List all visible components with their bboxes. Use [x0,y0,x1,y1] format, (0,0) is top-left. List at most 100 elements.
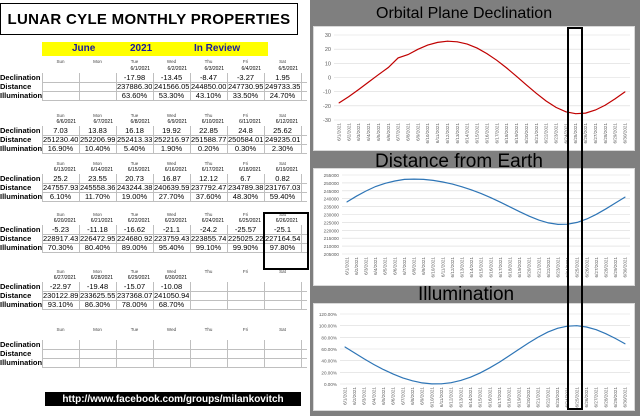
x-tick-label: 6/9/2021 [421,257,426,275]
day-name: Mon [93,212,102,217]
date-cell: 6/8/2021 [130,119,150,125]
grid-line [190,126,191,153]
data-point [575,113,577,115]
x-tick-label: 6/21/2021 [536,387,541,408]
x-tick-label: 6/12/2021 [445,123,450,144]
illumination-value: 24.70% [269,91,296,100]
data-point [499,361,500,363]
x-tick-label: 6/20/2021 [527,257,532,278]
grid-line [42,183,307,184]
data-point [378,74,379,76]
day-name: Tue [130,212,139,217]
data-point [508,355,510,357]
grid-line [42,300,307,301]
data-point [407,54,409,55]
x-tick-label: 6/29/2021 [613,123,618,144]
day-name: Wed [166,269,177,274]
declination-value: -17.98 [123,73,146,82]
illumination-value: 33.50% [232,91,259,100]
x-tick-label: 6/28/2021 [603,123,608,144]
data-point [557,223,559,225]
x-tick-label: 6/25/2021 [574,387,579,408]
day-name: Fri [242,113,249,118]
declination-value: 16.87 [162,174,181,183]
declination-value: 22.85 [199,126,218,135]
grid-line [42,309,307,310]
declination-value: 25.2 [53,174,68,183]
date-cell: 6/21/2021 [90,218,113,224]
date-cell: 6/4/2021 [241,66,261,72]
declination-chart-title: Orbital Plane Declination [376,5,553,22]
x-tick-label: 6/11/2021 [435,123,440,144]
illumination-value: 5.40% [123,144,146,153]
date-cell: 6/12/2021 [275,119,298,125]
y-tick-label: 0.00% [324,382,337,387]
x-tick-label: 6/29/2021 [613,257,618,278]
grid-line [42,153,307,154]
grid-line [301,126,302,153]
x-tick-label: 6/2/2021 [354,257,359,275]
illumination-value: 78.00% [121,300,148,309]
x-tick-label: 6/12/2021 [449,387,454,408]
day-name: Wed [166,113,177,118]
data-point [605,208,607,210]
x-tick-label: 6/22/2021 [544,123,549,144]
x-tick-label: 6/13/2021 [460,257,465,278]
grid-line [190,282,191,309]
data-point [346,201,348,203]
x-tick-label: 6/26/2021 [584,387,589,408]
date-cell: 6/17/2021 [201,167,224,173]
y-tick-label: 215000 [324,236,340,241]
grid-line [42,192,307,193]
illumination-value: 99.10% [195,243,222,252]
grid-line [42,91,307,92]
grid-line [301,73,302,100]
x-tick-label: 6/30/2021 [623,257,628,278]
x-tick-label: 6/3/2021 [362,387,367,405]
data-point [565,111,567,113]
distance-value: 252413.33 [117,135,152,144]
illumination-value: 1.90% [160,144,183,153]
x-tick-label: 6/19/2021 [517,257,522,278]
y-tick-label: 235000 [324,205,340,210]
series-line [338,40,626,115]
y-tick-label: 30 [325,33,331,39]
grid-line [116,126,117,153]
date-cell: 6/29/2021 [127,275,150,281]
x-tick-label: 6/9/2021 [415,123,420,141]
day-name: Sun [56,59,65,64]
date-cell: 6/18/2021 [238,167,261,173]
footer-link[interactable]: http://www.facebook.com/groups/milankovi… [45,392,301,406]
date-cell: 6/5/2021 [278,66,298,72]
x-tick-label: 6/15/2021 [478,387,483,408]
grid-line [190,174,191,201]
grid-line [227,282,228,309]
data-point [496,59,498,61]
grid-line [190,73,191,100]
x-tick-label: 6/18/2021 [507,387,512,408]
x-tick-label: 6/4/2021 [371,387,376,405]
data-point [344,346,346,348]
grid-line [153,340,154,367]
date-cell: 6/3/2021 [204,66,224,72]
declination-value: 13.83 [88,126,107,135]
x-tick-label: 6/7/2021 [400,387,405,405]
declination-value: -11.18 [87,225,108,234]
illumination-chart-title: Illumination [418,284,515,305]
data-point [528,215,530,217]
status-label: In Review [194,43,241,54]
grid-line [153,73,154,100]
grid-line [79,73,80,100]
y-tick-label: 205000 [324,252,340,257]
declination-value: -13.45 [160,73,183,82]
data-point [506,67,508,69]
grid-line [264,282,265,309]
day-name: Tue [130,59,139,64]
x-tick-label: 6/3/2021 [356,123,361,141]
y-tick-label: 255000 [324,173,340,178]
illumination-value: 11.70% [85,192,110,201]
y-tick-label: -20 [323,104,331,110]
data-point [358,89,360,90]
data-point [363,358,365,360]
x-tick-label: 6/13/2021 [458,387,463,408]
